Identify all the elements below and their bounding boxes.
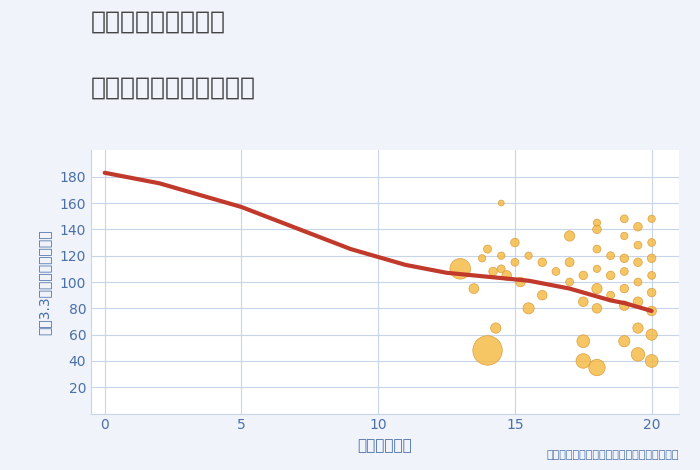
Point — [592, 285, 603, 292]
Point — [523, 305, 534, 312]
Point — [537, 291, 548, 299]
Point — [477, 255, 488, 262]
Point — [632, 223, 643, 230]
Point — [578, 272, 589, 279]
Point — [523, 252, 534, 259]
Text: 円の大きさは、取引のあった物件面積を示す: 円の大きさは、取引のあった物件面積を示す — [547, 450, 679, 461]
Point — [605, 252, 616, 259]
Point — [564, 232, 575, 240]
Point — [619, 255, 630, 262]
X-axis label: 駅距離（分）: 駅距離（分） — [358, 438, 412, 453]
Point — [592, 226, 603, 233]
Point — [646, 289, 657, 296]
Point — [550, 268, 561, 275]
Point — [619, 215, 630, 223]
Point — [646, 357, 657, 365]
Point — [632, 242, 643, 249]
Point — [605, 272, 616, 279]
Point — [646, 239, 657, 246]
Point — [487, 268, 498, 275]
Point — [632, 324, 643, 332]
Point — [490, 324, 501, 332]
Point — [646, 307, 657, 315]
Point — [632, 278, 643, 286]
Point — [605, 291, 616, 299]
Point — [501, 272, 512, 279]
Point — [578, 337, 589, 345]
Point — [646, 272, 657, 279]
Point — [619, 268, 630, 275]
Point — [632, 351, 643, 358]
Point — [496, 265, 507, 273]
Point — [619, 302, 630, 309]
Point — [578, 298, 589, 306]
Point — [496, 199, 507, 207]
Point — [646, 331, 657, 338]
Point — [537, 258, 548, 266]
Y-axis label: 坪（3.3㎡）単価（万円）: 坪（3.3㎡）単価（万円） — [37, 229, 51, 335]
Point — [468, 285, 480, 292]
Point — [646, 215, 657, 223]
Point — [592, 364, 603, 371]
Point — [632, 298, 643, 306]
Point — [564, 278, 575, 286]
Point — [578, 357, 589, 365]
Point — [619, 285, 630, 292]
Point — [632, 258, 643, 266]
Point — [592, 305, 603, 312]
Point — [510, 239, 521, 246]
Point — [514, 278, 526, 286]
Point — [619, 337, 630, 345]
Point — [510, 258, 521, 266]
Point — [482, 347, 493, 354]
Point — [619, 232, 630, 240]
Point — [564, 258, 575, 266]
Point — [592, 245, 603, 253]
Text: 駅距離別中古戸建て価格: 駅距離別中古戸建て価格 — [91, 75, 256, 99]
Point — [592, 265, 603, 273]
Point — [646, 255, 657, 262]
Point — [482, 245, 493, 253]
Text: 埼玉県入間市東町の: 埼玉県入間市東町の — [91, 9, 226, 33]
Point — [496, 252, 507, 259]
Point — [592, 219, 603, 227]
Point — [454, 265, 466, 273]
